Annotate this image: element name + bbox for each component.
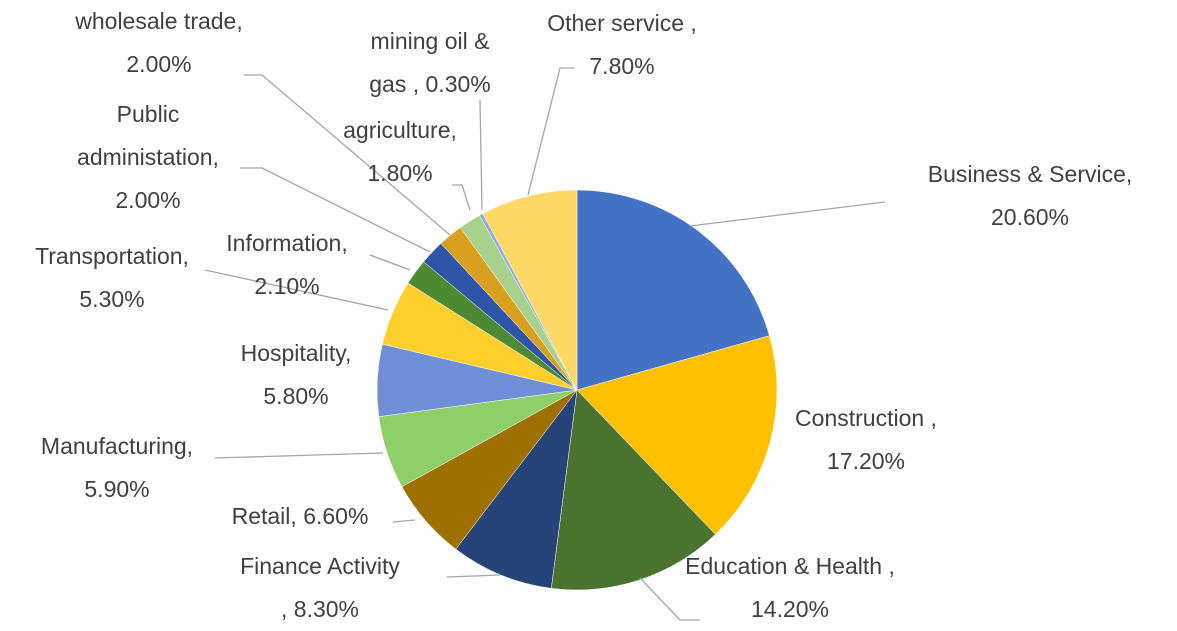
pie-slice bbox=[455, 389, 578, 589]
category-label: Information, bbox=[226, 230, 348, 256]
category-label: Finance Activity bbox=[240, 553, 400, 579]
data-label: Transportation, 5.30% bbox=[12, 235, 212, 321]
data-label: Public administation, 2.00% bbox=[53, 93, 243, 222]
data-label: wholesale trade, 2.00% bbox=[74, 0, 244, 86]
data-label: Retail, 6.60% bbox=[190, 495, 410, 538]
leader-line bbox=[240, 167, 431, 253]
leader-line bbox=[244, 74, 451, 236]
category-label: Retail, bbox=[231, 503, 297, 529]
leader-line bbox=[369, 254, 411, 271]
leader-line bbox=[527, 67, 575, 196]
category-label: Hospitality, bbox=[240, 340, 352, 366]
value-label: 2.00% bbox=[126, 51, 192, 77]
data-label: Business & Service, 20.60% bbox=[890, 153, 1170, 239]
leader-line bbox=[689, 201, 886, 227]
data-label: agriculture, 1.80% bbox=[325, 109, 475, 195]
category-label: wholesale trade, bbox=[75, 8, 243, 34]
value-label: 5.80% bbox=[263, 383, 329, 409]
value-label: 5.90% bbox=[84, 476, 150, 502]
category-label: Business & Service, bbox=[927, 161, 1133, 187]
data-label: Education & Health , 14.20% bbox=[675, 545, 905, 631]
value-label: 17.20% bbox=[826, 448, 905, 474]
leader-line bbox=[392, 519, 416, 523]
category-label: Public administation, bbox=[77, 101, 219, 170]
leader-line bbox=[204, 269, 389, 311]
value-label: 1.80% bbox=[367, 160, 433, 186]
leader-line bbox=[446, 574, 501, 578]
data-label: Information, 2.10% bbox=[202, 222, 372, 308]
data-label: mining oil & gas , 0.30% bbox=[350, 20, 510, 106]
value-label: 0.30% bbox=[425, 71, 491, 97]
data-label: Other service , 7.80% bbox=[522, 2, 722, 88]
value-label: 7.80% bbox=[589, 53, 655, 79]
data-label: Hospitality, 5.80% bbox=[211, 332, 381, 418]
data-label: Finance Activity , 8.30% bbox=[205, 545, 435, 631]
leader-line bbox=[452, 184, 471, 211]
pie-slice bbox=[576, 189, 770, 391]
pie-slice bbox=[576, 335, 778, 535]
pie-slice bbox=[551, 389, 716, 591]
category-label: agriculture, bbox=[343, 117, 457, 143]
data-label: Construction , 17.20% bbox=[756, 397, 976, 483]
pie-slice bbox=[482, 189, 578, 391]
category-label: Construction , bbox=[795, 405, 937, 431]
value-label: 2.00% bbox=[115, 187, 181, 213]
data-label: Manufacturing, 5.90% bbox=[12, 425, 222, 511]
value-label: 20.60% bbox=[990, 204, 1069, 230]
leader-line bbox=[214, 452, 384, 459]
leader-lines bbox=[204, 67, 886, 621]
category-label: Transportation, bbox=[35, 243, 189, 269]
leader-line bbox=[639, 577, 700, 621]
value-label: 2.10% bbox=[254, 273, 320, 299]
value-label: , 8.30% bbox=[281, 596, 359, 622]
category-label: Other service , bbox=[547, 10, 697, 36]
value-label: 5.30% bbox=[79, 286, 145, 312]
leader-line bbox=[479, 99, 483, 211]
category-label: Manufacturing, bbox=[40, 433, 194, 459]
value-label: 14.20% bbox=[750, 596, 829, 622]
value-label: 6.60% bbox=[303, 503, 369, 529]
category-label: Education & Health , bbox=[685, 553, 895, 579]
category-label: mining oil & gas , bbox=[369, 28, 490, 97]
